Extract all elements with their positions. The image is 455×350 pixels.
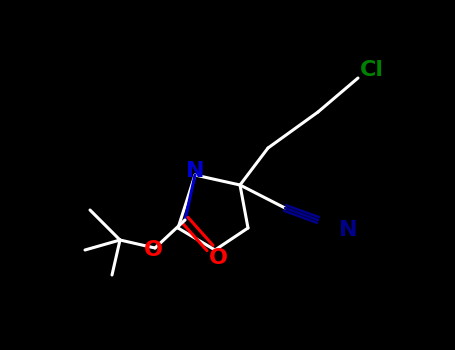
Text: O: O bbox=[208, 248, 228, 268]
Text: N: N bbox=[339, 220, 357, 240]
Text: O: O bbox=[143, 240, 162, 260]
Text: Cl: Cl bbox=[360, 60, 384, 80]
Text: N: N bbox=[186, 161, 204, 181]
